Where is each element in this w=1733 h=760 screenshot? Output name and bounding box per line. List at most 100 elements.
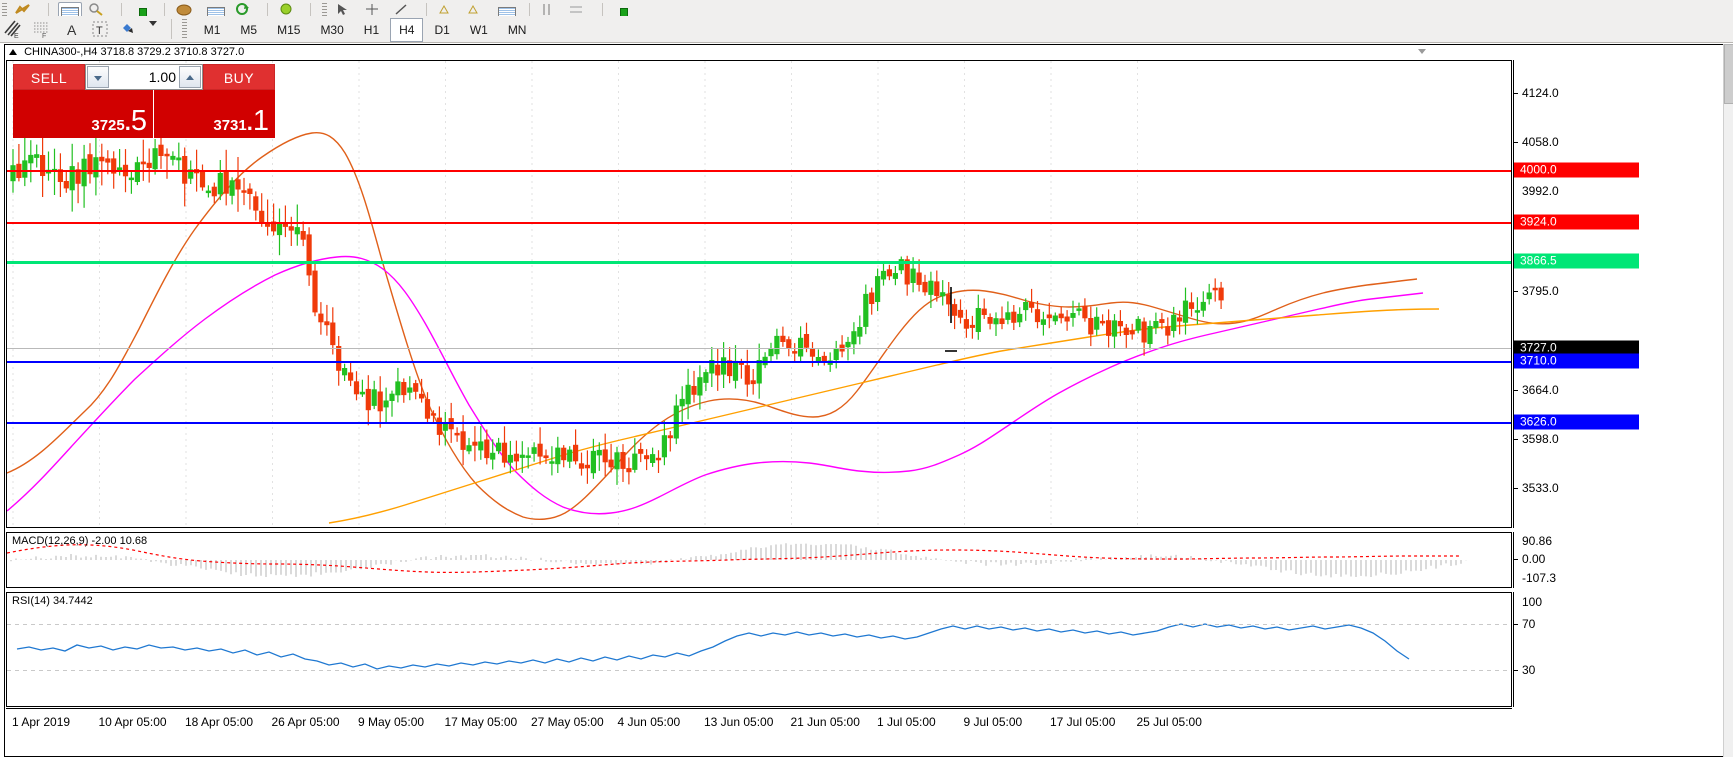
shapes-dropdown-arrow-icon[interactable] — [148, 18, 162, 42]
candle-body — [466, 445, 472, 452]
buy-button[interactable]: BUY — [203, 64, 275, 90]
candle-body — [1194, 310, 1201, 313]
channel-icon[interactable] — [466, 2, 490, 16]
candle-body — [744, 365, 750, 385]
price-tag-4000[interactable]: 4000.0 — [1514, 162, 1639, 178]
volume-icon[interactable] — [612, 2, 636, 16]
ma-mid-line — [7, 255, 1424, 515]
shapes-dropdown-icon[interactable] — [118, 18, 142, 42]
candle-body — [987, 317, 993, 324]
candle-body — [1011, 311, 1017, 323]
equidistant-channel-icon[interactable]: E — [1, 18, 25, 42]
timeframe-button-m30[interactable]: M30 — [320, 23, 344, 37]
text-label-icon[interactable]: T — [89, 18, 113, 42]
timeframe-button-m1[interactable]: M1 — [203, 23, 221, 37]
time-axis-label-1: 10 Apr 05:00 — [98, 715, 167, 729]
buy-price-display[interactable]: 3731.1 — [154, 90, 275, 138]
price-tag-3924[interactable]: 3924.0 — [1514, 214, 1639, 230]
timeframe-toolbar-grip[interactable] — [182, 19, 188, 39]
rsi-plot-area[interactable]: RSI(14) 34.7442 — [6, 592, 1512, 707]
crosshair-icon[interactable] — [364, 2, 388, 16]
candle-body — [738, 362, 744, 365]
candle-body — [727, 360, 733, 377]
axis-label-3795: 3795.0 — [1522, 284, 1559, 298]
candle-body — [792, 351, 798, 354]
axis-tick — [1514, 390, 1518, 391]
candle-body — [170, 155, 176, 160]
candle-body — [845, 341, 851, 348]
timeframe-button-mn[interactable]: MN — [507, 23, 527, 37]
level-line-4000[interactable] — [7, 170, 1511, 172]
candle-body — [134, 162, 141, 182]
candle-body — [981, 308, 987, 316]
timeframe-button-m5[interactable]: M5 — [240, 23, 258, 37]
price-tag-3626[interactable]: 3626.0 — [1514, 414, 1639, 430]
price-axis[interactable]: 4124.0 4058.0 3992.0 3795.0 3664.0 3598.… — [1513, 60, 1727, 528]
buy-price-integer: 3731 — [213, 117, 247, 134]
window-icon[interactable] — [204, 2, 228, 16]
bar-chart-icon[interactable] — [58, 2, 83, 16]
indicator-icon[interactable] — [131, 2, 155, 16]
scrollbar-thumb[interactable] — [1724, 44, 1733, 104]
candle-body — [199, 171, 206, 188]
text-icon[interactable]: A — [67, 22, 77, 38]
candle-body — [1100, 320, 1106, 324]
price-tag-3710[interactable]: 3710.0 — [1514, 353, 1639, 369]
macd-axis[interactable]: 90.86 0.00 -107.3 — [1513, 532, 1727, 588]
candle-body — [111, 158, 117, 174]
cursor-icon[interactable] — [334, 2, 358, 16]
cursor-pointer-icon[interactable] — [437, 2, 461, 16]
timeframe-button-h1[interactable]: H1 — [363, 23, 380, 37]
candle-body — [632, 453, 638, 470]
level-line-3626[interactable] — [7, 422, 1511, 424]
fibonacci-icon[interactable]: F — [30, 18, 54, 42]
candle-body — [312, 270, 318, 313]
zoom-icon[interactable] — [87, 2, 111, 16]
candle-body — [424, 399, 431, 419]
toolbar-separator — [310, 3, 312, 16]
timeframe-button-d1[interactable]: D1 — [434, 23, 450, 37]
palette-icon[interactable] — [175, 2, 199, 16]
candle-body — [928, 280, 934, 295]
candle-body — [229, 180, 235, 196]
level-line-3710[interactable] — [7, 361, 1511, 363]
candle-body — [1094, 316, 1100, 330]
expert-advisor-icon[interactable] — [277, 2, 301, 16]
time-axis[interactable]: 1 Apr 2019 10 Apr 05:00 18 Apr 05:00 26 Apr… — [6, 708, 1512, 756]
grid-icon[interactable] — [568, 2, 592, 16]
toolbar-grip[interactable] — [321, 3, 327, 16]
level-line-3924[interactable] — [7, 222, 1511, 224]
period-separator-icon[interactable] — [539, 2, 563, 16]
candle-body — [430, 413, 437, 416]
sell-button[interactable]: SELL — [13, 64, 85, 90]
sell-price-display[interactable]: 3725.5 — [13, 90, 153, 138]
candle-body — [685, 384, 691, 405]
candle-body — [401, 382, 407, 396]
trendline-icon[interactable] — [393, 2, 417, 16]
template-icon[interactable] — [495, 2, 519, 16]
toolbar-grip[interactable] — [2, 3, 7, 16]
volume-input[interactable]: 1.00 — [85, 64, 203, 90]
volume-increase-button[interactable] — [179, 66, 201, 88]
vertical-scrollbar[interactable] — [1723, 44, 1733, 757]
volume-decrease-button[interactable] — [87, 66, 109, 88]
collapse-chevron-icon[interactable] — [1416, 46, 1428, 56]
candle-body — [93, 157, 99, 178]
toolbar-top-row — [0, 0, 1733, 17]
refresh-icon[interactable] — [233, 2, 257, 16]
candle-body — [1165, 326, 1171, 336]
level-line-3866[interactable] — [7, 261, 1511, 264]
timeframe-button-h4[interactable]: H4 — [390, 18, 424, 42]
macd-plot-area[interactable]: MACD(12,26,9) -2.00 10.68 — [6, 532, 1512, 588]
axis-label-3992: 3992.0 — [1522, 184, 1559, 198]
price-plot-area[interactable] — [6, 60, 1512, 528]
rsi-axis[interactable]: 100 70 30 — [1513, 592, 1727, 707]
new-chart-icon[interactable] — [14, 2, 38, 16]
toolbar-separator — [120, 3, 122, 16]
price-tag-3866[interactable]: 3866.5 — [1514, 253, 1639, 269]
candle-body — [1188, 302, 1195, 309]
macd-chart-svg — [7, 543, 1467, 578]
timeframe-button-m15[interactable]: M15 — [277, 23, 301, 37]
timeframe-button-w1[interactable]: W1 — [469, 23, 488, 37]
candle-body — [377, 391, 383, 412]
